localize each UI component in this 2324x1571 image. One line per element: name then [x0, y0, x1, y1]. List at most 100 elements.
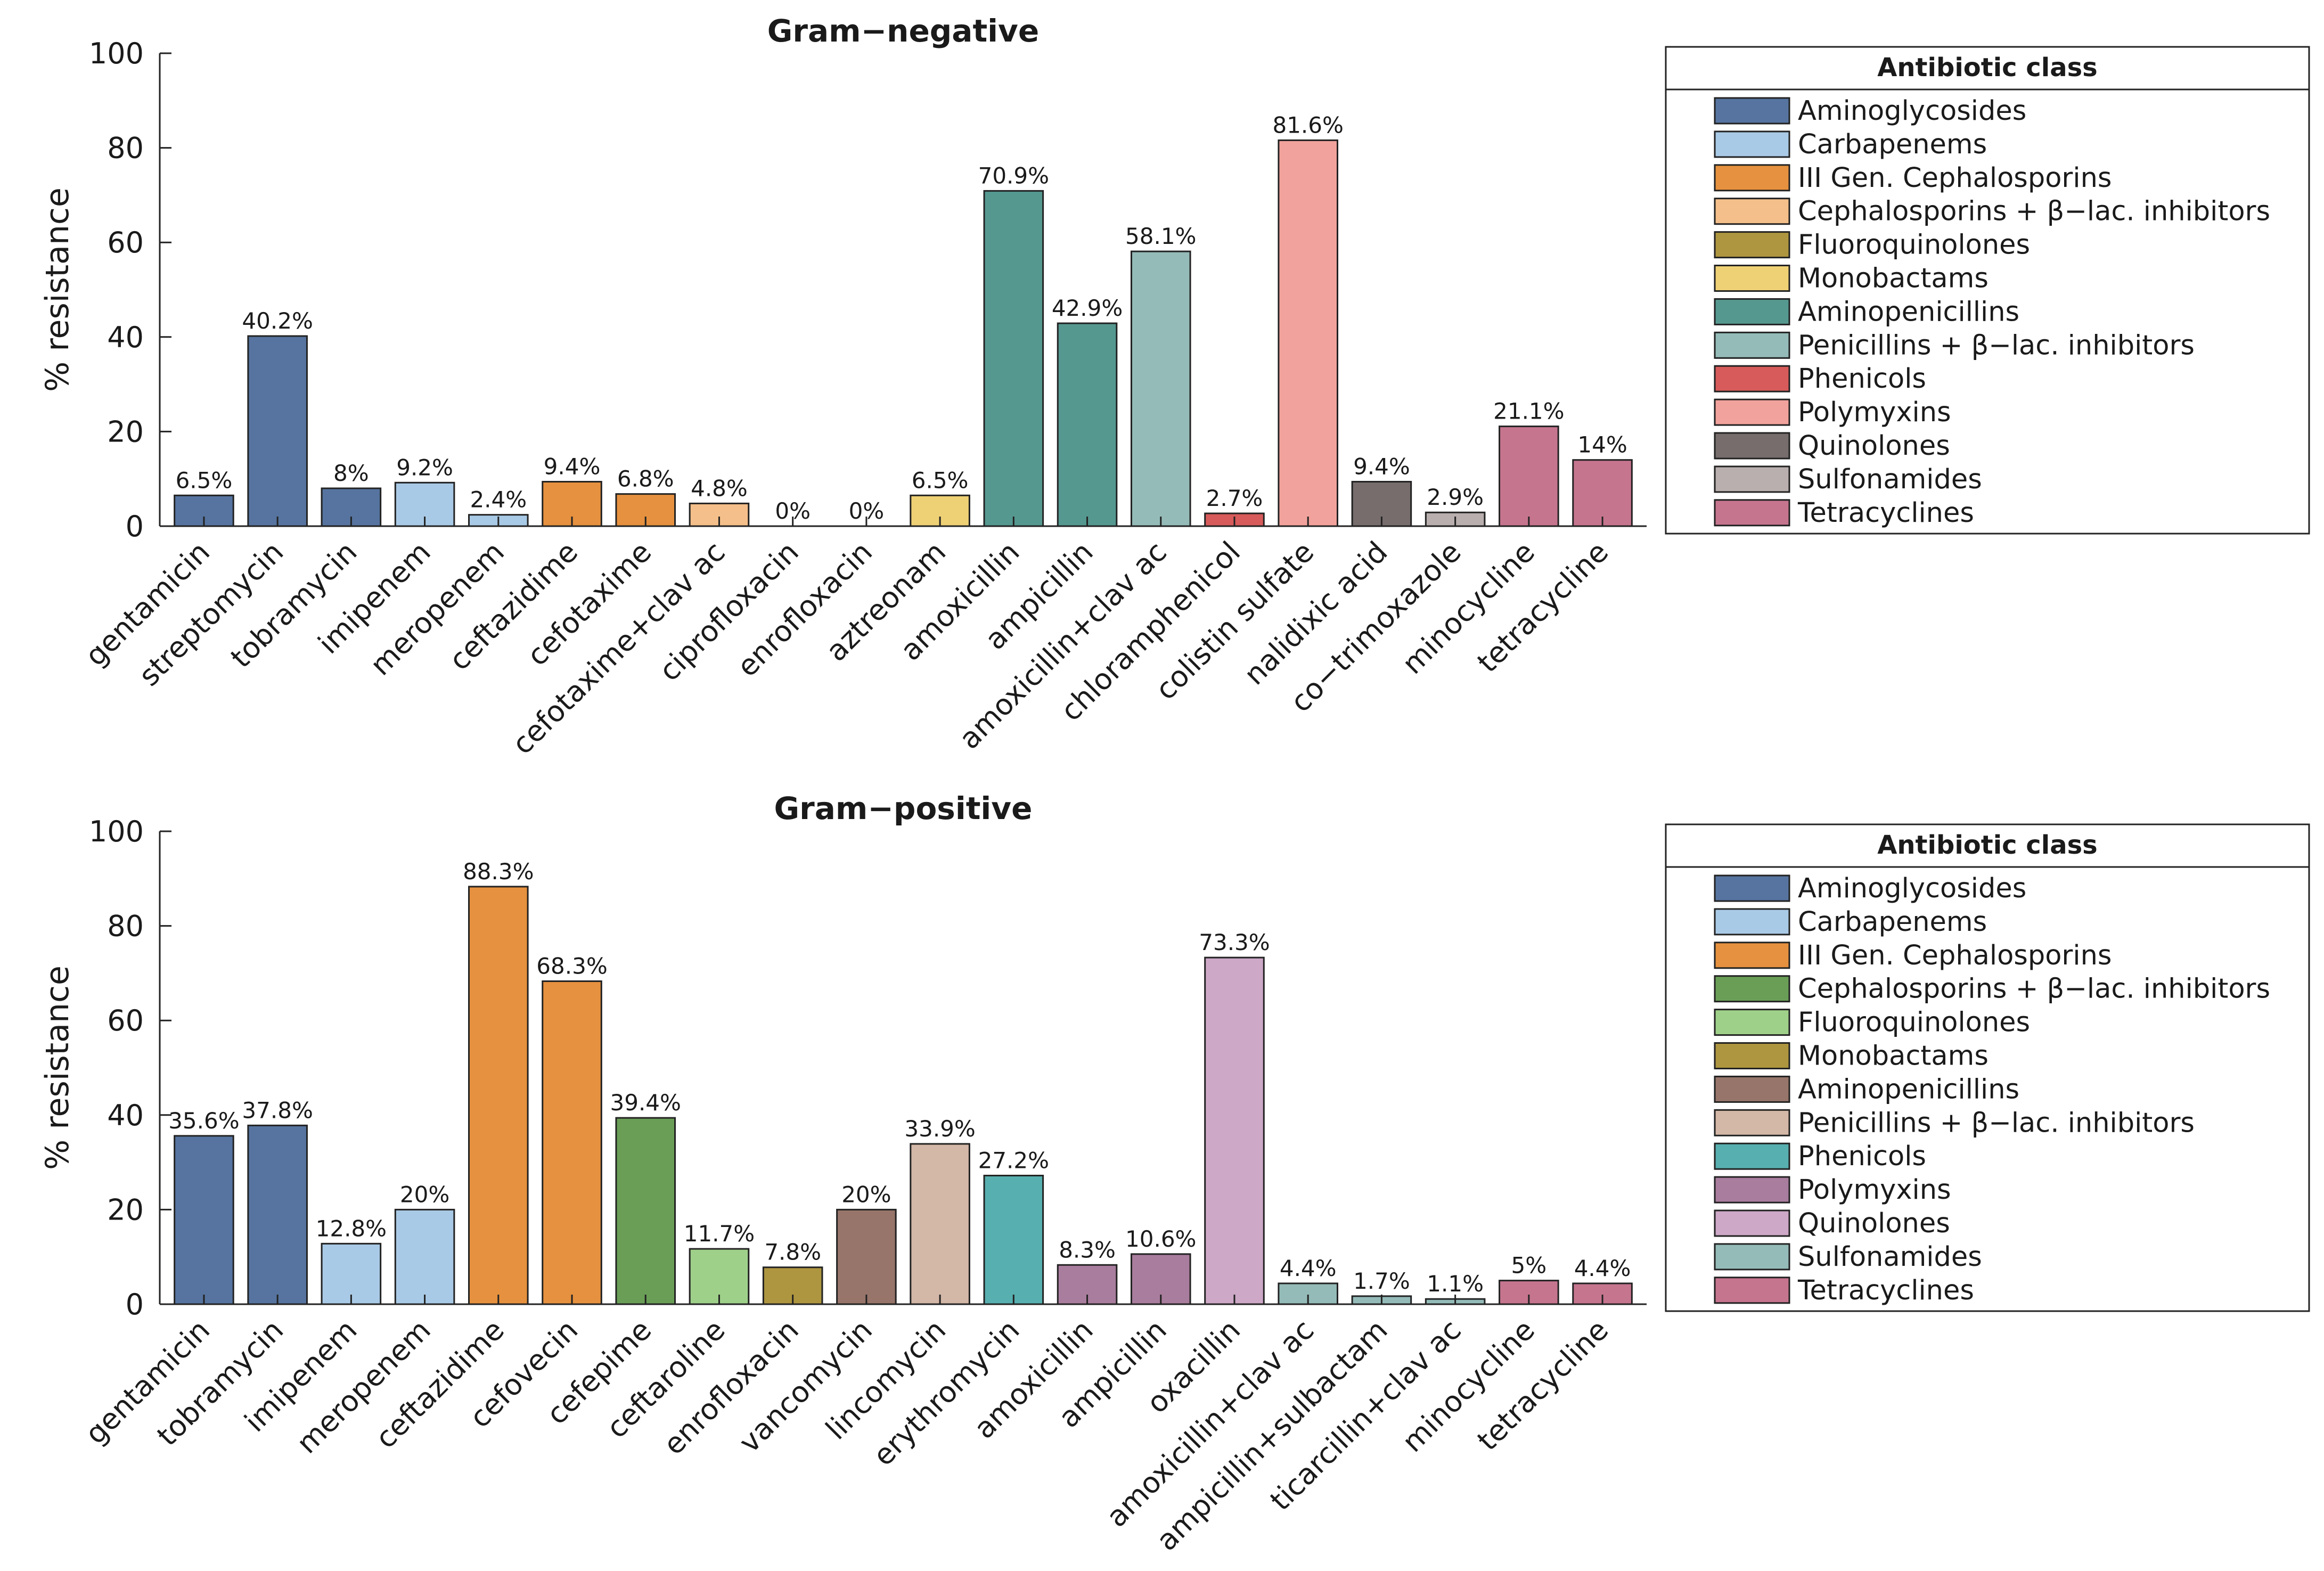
data-label-1: 40.2% — [242, 308, 313, 334]
chart-title: Gram−positive — [774, 790, 1033, 827]
bar-13 — [1130, 250, 1191, 527]
legend-swatch-1 — [1714, 130, 1790, 158]
legend-swatch-9 — [1714, 398, 1790, 426]
legend-swatch-6 — [1714, 298, 1790, 325]
data-label-9: 0% — [849, 498, 885, 524]
legend-swatch-9 — [1714, 1176, 1790, 1204]
legend-swatch-3 — [1714, 198, 1790, 225]
legend: Antibiotic class AminoglycosidesCarbapene… — [1665, 823, 2310, 1312]
legend-label-10: Quinolones — [1798, 430, 1950, 462]
data-label-8: 0% — [775, 498, 811, 524]
legend-swatch-6 — [1714, 1075, 1790, 1103]
bar-11 — [983, 1174, 1044, 1305]
legend-swatch-1 — [1714, 908, 1790, 936]
data-label-8: 7.8% — [764, 1239, 821, 1265]
legend-label-8: Phenicols — [1798, 1141, 1926, 1172]
legend-swatch-8 — [1714, 1142, 1790, 1170]
bar-1 — [247, 1124, 308, 1305]
data-label-17: 1.1% — [1427, 1271, 1484, 1297]
legend-label-5: Monobactams — [1798, 263, 1989, 294]
y-tick-label-2: 40 — [107, 1099, 144, 1132]
bar-3 — [394, 1208, 455, 1305]
bar-15 — [1278, 139, 1338, 527]
y-axis-label: % resistance — [39, 187, 76, 392]
legend: Antibiotic class AminoglycosidesCarbapene… — [1665, 46, 2310, 535]
data-label-17: 2.9% — [1427, 484, 1484, 510]
legend-swatch-7 — [1714, 1109, 1790, 1136]
data-label-13: 58.1% — [1125, 223, 1196, 249]
y-tick-label-4: 80 — [107, 910, 144, 943]
legend-label-9: Polymyxins — [1798, 397, 1951, 428]
legend-swatch-10 — [1714, 1209, 1790, 1237]
legend-label-2: III Gen. Cephalosporins — [1798, 940, 2112, 971]
data-label-6: 39.4% — [610, 1090, 681, 1116]
gram-positive-panel: Gram−positive% resistance020406080100gen… — [39, 790, 2310, 1557]
data-label-7: 4.8% — [691, 475, 748, 501]
data-label-13: 10.6% — [1125, 1226, 1196, 1252]
bar-14 — [1204, 956, 1265, 1305]
y-tick-label-1: 20 — [107, 1193, 144, 1226]
data-label-19: 14% — [1577, 432, 1627, 458]
data-label-16: 1.7% — [1353, 1268, 1410, 1294]
legend-swatch-12 — [1714, 499, 1790, 527]
bar-1 — [247, 335, 308, 527]
legend-label-10: Quinolones — [1798, 1208, 1950, 1239]
legend-swatch-3 — [1714, 975, 1790, 1003]
data-label-11: 70.9% — [978, 162, 1049, 189]
data-label-10: 6.5% — [912, 467, 969, 493]
legend-label-0: Aminoglycosides — [1798, 873, 2026, 904]
legend-swatch-11 — [1714, 1243, 1790, 1271]
legend-label-7: Penicillins + β−lac. inhibitors — [1798, 330, 2195, 361]
legend-label-7: Penicillins + β−lac. inhibitors — [1798, 1107, 2195, 1139]
legend-label-6: Aminopenicillins — [1798, 296, 2019, 328]
data-label-11: 27.2% — [978, 1147, 1049, 1173]
data-label-16: 9.4% — [1353, 454, 1410, 480]
legend-swatch-4 — [1714, 231, 1790, 259]
y-tick-label-2: 40 — [107, 321, 144, 354]
legend-swatch-7 — [1714, 331, 1790, 359]
y-tick-label-4: 80 — [107, 132, 144, 165]
legend-label-12: Tetracyclines — [1797, 1275, 1974, 1306]
legend-swatch-8 — [1714, 365, 1790, 392]
y-tick-label-5: 100 — [89, 37, 144, 70]
bar-5 — [542, 980, 602, 1305]
data-label-3: 9.2% — [396, 454, 453, 480]
legend-label-2: III Gen. Cephalosporins — [1798, 162, 2112, 194]
y-tick-label-1: 20 — [107, 415, 144, 448]
legend-title: Antibiotic class — [1877, 53, 2098, 83]
y-tick-label-3: 60 — [107, 226, 144, 259]
data-label-12: 42.9% — [1052, 295, 1123, 321]
legend-label-3: Cephalosporins + β−lac. inhibitors — [1798, 196, 2270, 227]
legend-swatch-4 — [1714, 1009, 1790, 1036]
bar-19 — [1572, 459, 1633, 527]
data-label-7: 11.7% — [684, 1221, 755, 1247]
data-label-19: 4.4% — [1574, 1255, 1631, 1281]
legend-swatch-2 — [1714, 164, 1790, 192]
legend-label-12: Tetracyclines — [1797, 497, 1974, 529]
legend-label-5: Monobactams — [1798, 1041, 1989, 1072]
data-label-12: 8.3% — [1059, 1237, 1116, 1263]
legend-label-1: Carbapenems — [1798, 906, 1987, 938]
legend-label-4: Fluoroquinolones — [1798, 230, 2030, 261]
legend-swatch-0 — [1714, 97, 1790, 125]
y-tick-label-3: 60 — [107, 1004, 144, 1037]
data-label-4: 88.3% — [463, 858, 534, 885]
bar-9 — [836, 1208, 897, 1305]
legend-swatch-5 — [1714, 265, 1790, 292]
legend-swatch-12 — [1714, 1277, 1790, 1304]
data-label-4: 2.4% — [470, 487, 527, 513]
data-label-10: 33.9% — [904, 1116, 975, 1142]
gram-negative-panel: Gram−negative% resistance020406080100gen… — [39, 13, 2310, 761]
legend-label-3: Cephalosporins + β−lac. inhibitors — [1798, 973, 2270, 1005]
legend-label-6: Aminopenicillins — [1798, 1074, 2019, 1105]
data-label-18: 5% — [1511, 1253, 1547, 1279]
chart-title: Gram−negative — [767, 13, 1039, 49]
legend-label-1: Carbapenems — [1798, 129, 1987, 160]
bar-18 — [1499, 426, 1559, 527]
legend-label-11: Sulfonamides — [1798, 464, 1982, 495]
data-label-0: 35.6% — [168, 1108, 239, 1134]
data-label-9: 20% — [841, 1181, 891, 1207]
y-axis-label: % resistance — [39, 965, 76, 1170]
data-label-15: 81.6% — [1272, 112, 1343, 138]
data-label-2: 8% — [333, 460, 369, 486]
